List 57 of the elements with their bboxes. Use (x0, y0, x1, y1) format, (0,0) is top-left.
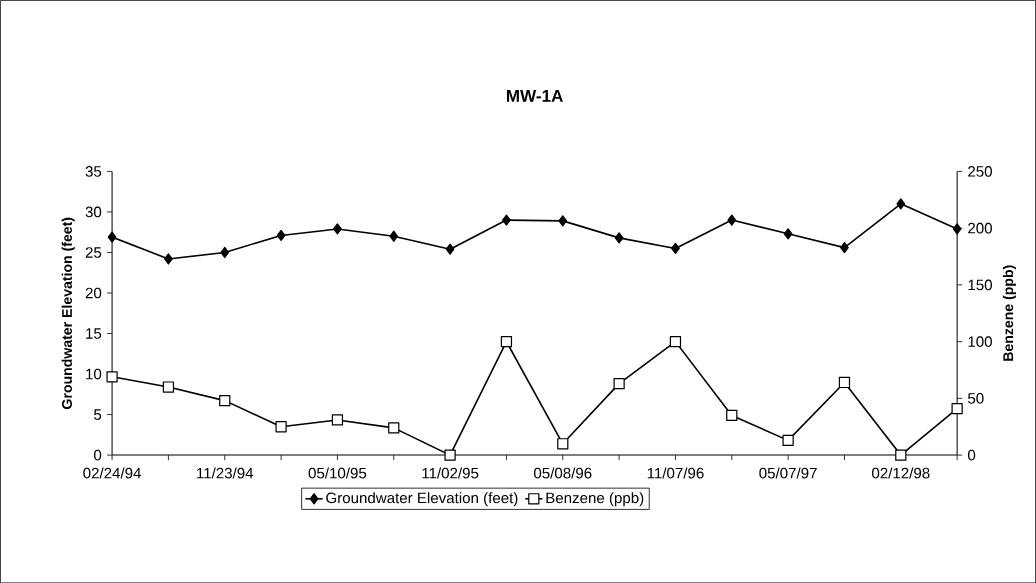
x-tick-label: 02/24/94 (83, 467, 141, 479)
y2-axis-title: Benzene (ppb) (1002, 265, 1016, 361)
x-tick-label: 05/08/96 (533, 467, 592, 479)
point (275, 420, 287, 433)
point (502, 214, 511, 226)
point (726, 409, 738, 421)
y2-tick-label: 150 (968, 279, 992, 291)
point (951, 402, 963, 415)
point (162, 381, 175, 393)
y-tick-label: 20 (85, 287, 102, 299)
x-tick-label: 02/12/98 (872, 467, 930, 479)
y-tick-label: 35 (85, 165, 102, 177)
point (613, 377, 625, 390)
point (220, 246, 230, 258)
point (669, 335, 682, 348)
point (388, 422, 400, 434)
point (444, 449, 456, 461)
y-tick-label: 10 (86, 368, 102, 380)
y2-tick-label: 100 (968, 336, 992, 347)
legend-label: Groundwater Elevation (feet) (326, 492, 518, 507)
y2-tick-label: 250 (968, 165, 992, 177)
point (895, 449, 907, 461)
x-tick-label: 11/23/94 (197, 467, 254, 479)
point (107, 231, 117, 243)
point (896, 198, 906, 210)
y-tick-label: 0 (94, 449, 102, 461)
point (671, 242, 680, 254)
y2-tick-label: 0 (967, 449, 976, 461)
x-tick-label: 05/07/97 (759, 467, 817, 479)
y-tick-label: 15 (86, 328, 102, 339)
x-tick-label: 11/07/96 (647, 467, 704, 479)
point (838, 376, 851, 388)
y-tick-label: 5 (94, 409, 102, 420)
point (106, 371, 118, 383)
point (614, 232, 624, 244)
point (331, 414, 344, 426)
y-axis-title: Groundwater Elevation (feet) (61, 217, 75, 409)
point (783, 228, 793, 240)
y-tick-label: 25 (85, 246, 102, 258)
point (333, 223, 342, 235)
chart-title: MW-1A (506, 89, 563, 102)
point (164, 253, 173, 265)
point (500, 335, 513, 348)
point (727, 214, 737, 226)
point (389, 230, 399, 242)
legend-label: Benzene (ppb) (546, 492, 644, 507)
x-tick-label: 11/02/95 (422, 467, 479, 479)
point (782, 434, 794, 446)
x-tick-label: 05/10/95 (308, 467, 367, 479)
y2-tick-label: 200 (968, 222, 992, 234)
point (557, 437, 569, 450)
y-tick-label: 30 (85, 206, 102, 218)
point (558, 215, 568, 227)
point (276, 229, 286, 241)
point (219, 394, 231, 407)
y2-tick-label: 50 (968, 392, 984, 404)
point (445, 243, 455, 255)
